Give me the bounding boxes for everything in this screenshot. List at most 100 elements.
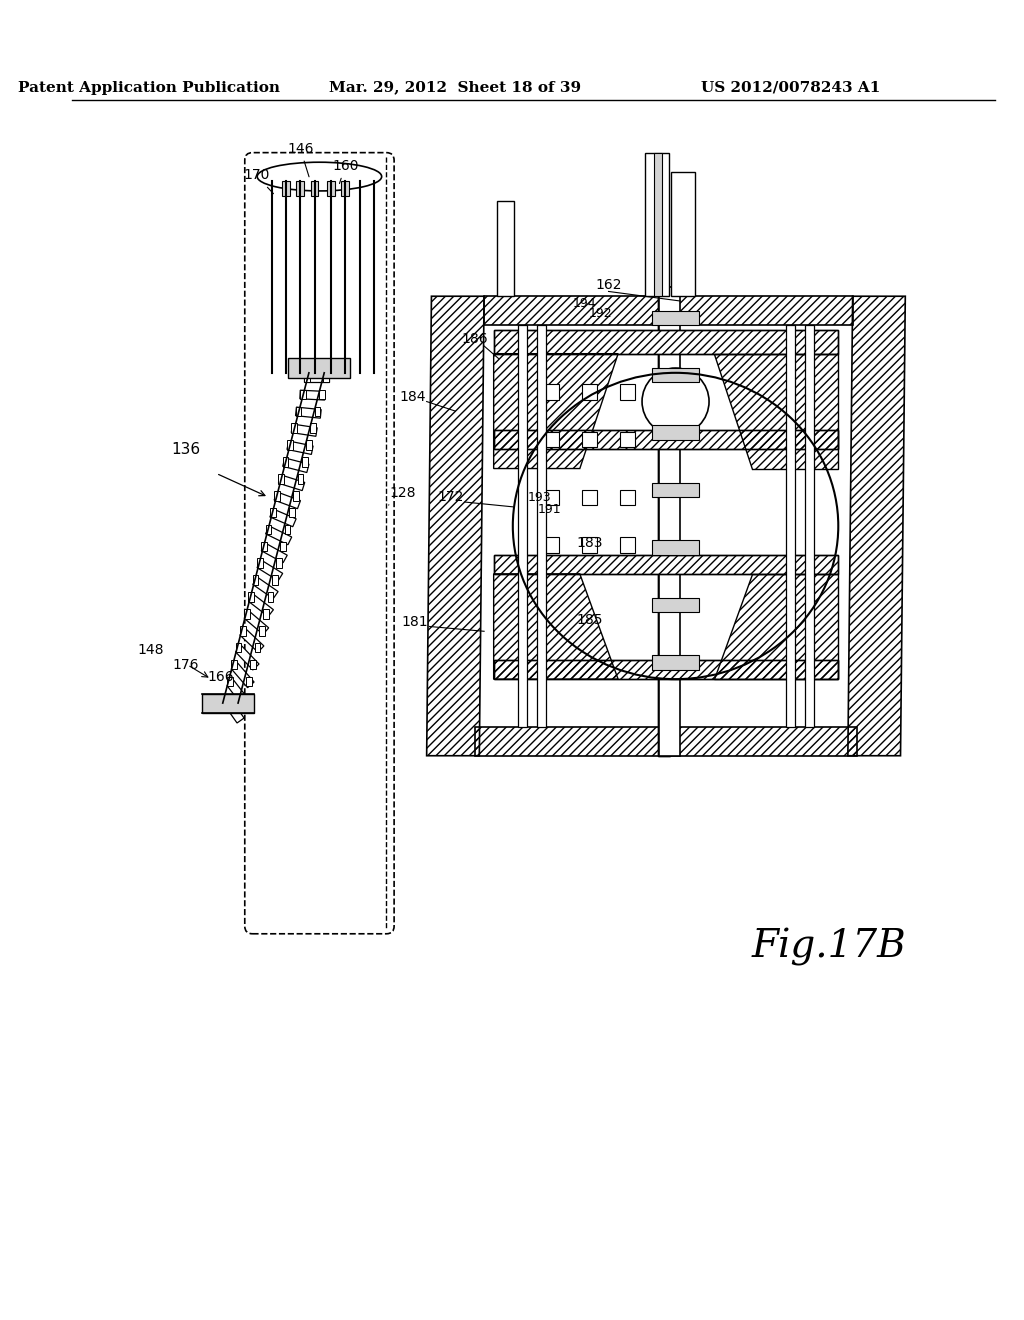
Bar [240, 626, 246, 635]
Bar [658, 286, 670, 756]
Bar [263, 609, 269, 619]
Bar [544, 490, 559, 506]
Text: 193: 193 [527, 491, 552, 504]
Text: 170: 170 [243, 169, 273, 194]
Bar [319, 389, 325, 399]
Bar [298, 474, 303, 483]
Bar [202, 693, 254, 713]
Bar [288, 359, 350, 378]
Bar [659, 286, 680, 756]
Bar [651, 425, 699, 440]
Text: 184: 184 [399, 389, 426, 404]
Text: 176: 176 [172, 657, 199, 672]
Text: 192: 192 [589, 308, 612, 319]
Bar [236, 643, 242, 652]
Bar [274, 492, 300, 508]
Bar [283, 457, 289, 467]
Bar [300, 391, 326, 400]
Bar [261, 541, 267, 552]
Bar [582, 384, 597, 400]
Bar [494, 330, 839, 354]
Bar [297, 181, 304, 195]
Bar [311, 181, 318, 195]
Bar [302, 457, 307, 467]
Bar [287, 441, 293, 450]
Bar [651, 540, 699, 554]
Bar [300, 389, 305, 399]
Bar [620, 432, 635, 447]
Bar [244, 611, 268, 635]
Bar [658, 286, 670, 756]
Bar [314, 407, 321, 416]
Bar [283, 458, 309, 473]
Bar [327, 181, 335, 195]
Bar [251, 660, 256, 669]
Bar [651, 598, 699, 612]
Bar [671, 172, 694, 296]
Text: 148: 148 [137, 643, 164, 657]
Text: 183: 183 [577, 536, 603, 550]
Bar [257, 558, 263, 568]
Bar [517, 325, 527, 727]
Bar [253, 577, 279, 599]
Bar [249, 594, 273, 616]
Bar [537, 325, 547, 727]
Bar [805, 325, 814, 727]
Text: Mar. 29, 2012  Sheet 18 of 39: Mar. 29, 2012 Sheet 18 of 39 [330, 81, 582, 95]
Bar [494, 660, 839, 680]
Bar [645, 153, 669, 296]
Bar [324, 372, 329, 383]
Bar [494, 330, 839, 354]
Bar [231, 663, 254, 688]
Bar [304, 372, 310, 383]
Bar [279, 475, 305, 491]
Bar [651, 483, 699, 498]
Bar [240, 628, 264, 652]
Bar [265, 527, 292, 545]
Text: 181: 181 [401, 615, 428, 628]
Bar [620, 384, 635, 400]
Bar [281, 541, 286, 552]
Text: US 2012/0078243 A1: US 2012/0078243 A1 [700, 81, 880, 95]
Text: 186: 186 [461, 333, 487, 346]
Ellipse shape [257, 162, 382, 191]
Bar [310, 424, 316, 433]
Bar [582, 432, 597, 447]
Bar [244, 609, 250, 619]
Bar [651, 368, 699, 383]
Bar [227, 680, 249, 705]
Bar [620, 537, 635, 553]
Bar [249, 593, 254, 602]
Text: 160: 160 [332, 158, 358, 183]
Text: 194: 194 [572, 297, 596, 310]
Text: Patent Application Publication: Patent Application Publication [18, 81, 280, 95]
Bar [267, 593, 273, 602]
Bar [227, 677, 232, 686]
Bar [246, 677, 252, 686]
Bar [291, 424, 297, 433]
Bar [257, 560, 283, 581]
Text: 146: 146 [287, 141, 313, 177]
Bar [293, 491, 299, 500]
Bar [494, 554, 839, 574]
Bar [276, 558, 282, 568]
Bar [651, 310, 699, 325]
Bar [255, 643, 260, 652]
Text: 162: 162 [595, 277, 622, 292]
Bar [279, 474, 285, 483]
Bar [223, 693, 228, 704]
Bar [253, 576, 258, 585]
Bar [582, 490, 597, 506]
Bar [285, 525, 291, 535]
Bar [287, 441, 313, 454]
Text: 166: 166 [208, 671, 234, 684]
Text: 191: 191 [538, 503, 561, 516]
Bar [231, 660, 238, 669]
Bar [494, 660, 839, 680]
Text: Fig.17B: Fig.17B [752, 928, 906, 966]
Bar [272, 576, 278, 585]
Text: 172: 172 [437, 490, 464, 504]
Circle shape [642, 368, 709, 436]
Bar [651, 655, 699, 669]
Text: 128: 128 [388, 486, 416, 506]
